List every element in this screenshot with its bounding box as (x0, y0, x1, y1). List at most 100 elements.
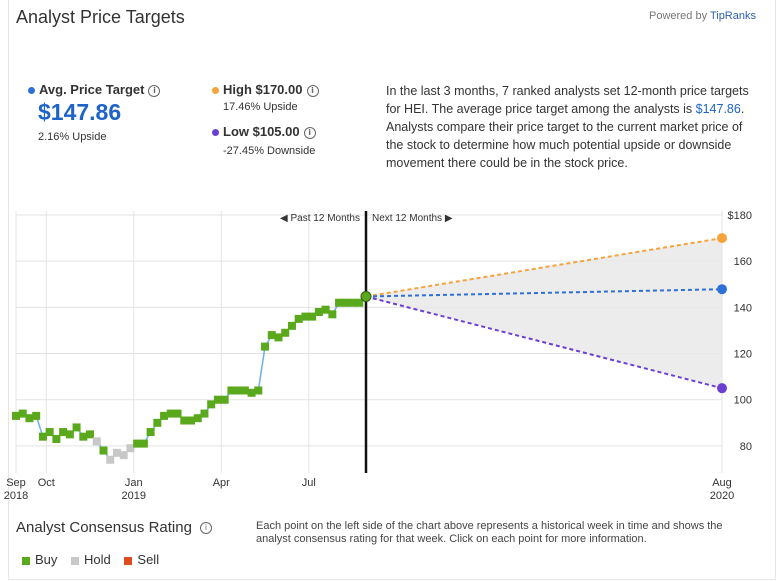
rating-point (341, 298, 350, 307)
x-tick-label: Jan (125, 477, 143, 489)
rating-point (12, 411, 20, 420)
rating-point (355, 298, 364, 307)
y-tick-label: 80 (740, 441, 752, 453)
low-label-text: Low $105.00 (223, 124, 300, 139)
low-downside: -27.45% Downside (223, 145, 316, 157)
rating-point (52, 434, 61, 443)
rating-point (146, 428, 155, 437)
rating-point (348, 298, 357, 307)
x-tick-label: Apr (213, 477, 230, 489)
rating-point (133, 439, 142, 448)
brand-link[interactable]: TipRanks (709, 10, 756, 22)
legend-item-hold: Hold (71, 552, 111, 567)
rating-point (126, 444, 135, 453)
rating-point (234, 386, 243, 395)
rating-point (281, 328, 290, 337)
rating-point (274, 333, 283, 342)
forecast-line-low (365, 295, 723, 390)
y-tick-label: 160 (734, 256, 752, 268)
rating-point (86, 430, 95, 439)
rating-point (220, 395, 229, 404)
rating-point (301, 312, 310, 321)
rating-point (139, 439, 148, 448)
description-text-end: . Analysts compare their price target to… (386, 102, 745, 170)
rating-point (18, 409, 27, 418)
description-text: In the last 3 months, 7 ranked analysts … (386, 84, 749, 116)
x-tick-year: 2020 (710, 490, 734, 502)
legend-item-buy: Buy (22, 552, 57, 567)
high-label-text: High $170.00 (223, 82, 303, 97)
high-dot-icon (212, 87, 219, 95)
legend-item-sell: Sell (124, 552, 159, 567)
rating-point (287, 321, 296, 330)
rating-point (65, 430, 74, 439)
consensus-title: Analyst Consensus Rating i (16, 519, 212, 536)
rating-point (187, 416, 195, 425)
avg-price-target-label: Avg. Price Target i (28, 82, 161, 97)
y-tick-label: $180 (728, 210, 752, 222)
description-highlight: $147.86 (695, 102, 741, 116)
rating-point (261, 342, 270, 351)
powered-by[interactable]: Powered by TipRanks (649, 10, 756, 22)
x-tick-year: 2019 (122, 490, 146, 502)
x-tick-year: 2018 (4, 490, 28, 502)
rating-point (254, 386, 263, 395)
legend-label-hold: Hold (84, 552, 111, 567)
current-price-point (360, 291, 372, 303)
rating-point (213, 395, 222, 404)
x-tick-label: Aug (712, 477, 732, 489)
legend-label-buy: Buy (35, 552, 58, 567)
consensus-title-text: Analyst Consensus Rating (16, 519, 192, 536)
analyst-description: In the last 3 months, 7 ranked analysts … (386, 82, 758, 172)
rating-point (72, 423, 81, 432)
high-price-target-label: High $170.00 i (212, 82, 319, 97)
legend-swatch-buy (22, 556, 30, 565)
low-price-target-label: Low $105.00 i (212, 124, 316, 139)
forecast-cone (366, 238, 722, 389)
rating-legend: Buy Hold Sell (22, 552, 169, 567)
past-12-months-label: ◀ Past 12 Months (280, 213, 360, 224)
rating-point (207, 400, 216, 409)
x-tick-label: Oct (38, 477, 55, 489)
rating-point (99, 446, 108, 455)
rating-point (294, 314, 303, 323)
widget-frame (8, 0, 776, 580)
forecast-point-avg (717, 284, 727, 295)
info-icon[interactable]: i (306, 84, 319, 97)
forecast-point-low (717, 383, 727, 394)
rating-point (45, 428, 54, 437)
avg-label-text: Avg. Price Target (39, 82, 145, 97)
avg-upside: 2.16% Upside (38, 131, 107, 143)
rating-point (314, 307, 323, 316)
rating-point (321, 305, 330, 314)
rating-point (247, 388, 256, 397)
consensus-description: Each point on the left side of the chart… (256, 520, 723, 545)
rating-point (180, 416, 189, 425)
legend-swatch-sell (124, 556, 133, 565)
rating-point (200, 409, 209, 418)
info-icon[interactable]: i (148, 84, 161, 97)
y-tick-label: 140 (734, 302, 752, 314)
rating-point (240, 386, 249, 395)
x-tick-label: Jul (302, 477, 316, 489)
info-icon[interactable]: i (303, 126, 316, 139)
rating-point (160, 411, 169, 420)
rating-point (79, 432, 88, 441)
rating-point (112, 448, 121, 457)
x-tick-label: Sep (6, 477, 26, 489)
avg-dot-icon (28, 87, 35, 95)
rating-point (193, 414, 202, 423)
rating-point (119, 451, 128, 460)
rating-point (335, 298, 344, 307)
info-icon[interactable]: i (199, 522, 212, 535)
forecast-point-high (717, 233, 727, 244)
high-upside: 17.46% Upside (223, 101, 298, 113)
legend-label-sell: Sell (137, 552, 160, 567)
next-12-months-label: Next 12 Months ▶ (372, 213, 453, 224)
rating-point (92, 437, 101, 446)
rating-point (166, 409, 175, 418)
low-dot-icon (212, 129, 219, 137)
forecast-line-avg (365, 288, 723, 298)
rating-point (227, 386, 236, 395)
